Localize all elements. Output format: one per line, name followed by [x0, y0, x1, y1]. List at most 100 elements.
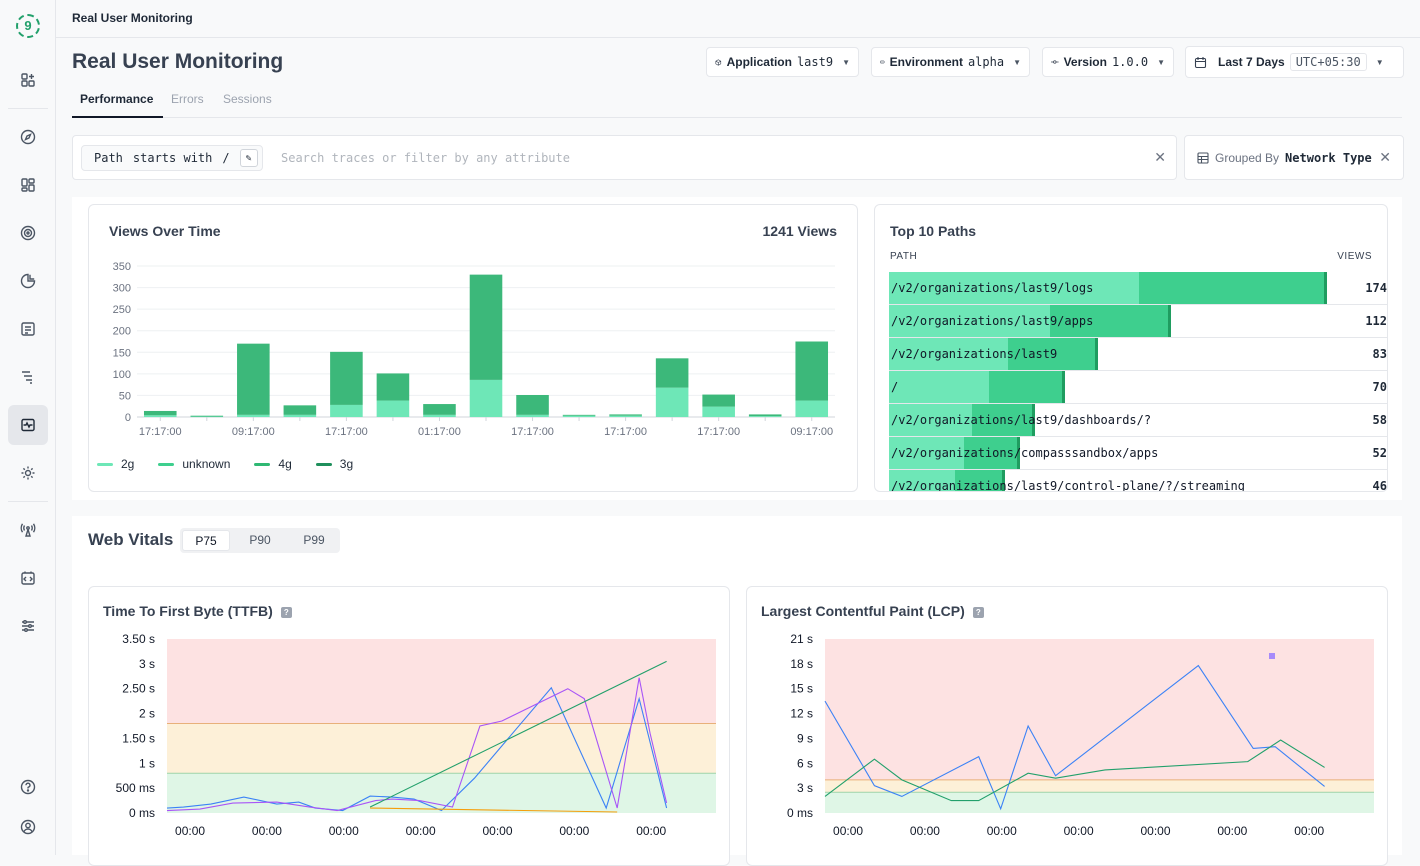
y-tick-label: 300: [113, 283, 131, 295]
legend-item-unknown[interactable]: unknown: [158, 457, 230, 471]
x-tick-label: 17:17:00: [697, 426, 740, 438]
sidebar-item-code[interactable]: [8, 558, 48, 598]
sidebar-item-rum[interactable]: [8, 405, 48, 445]
poor-zone: [167, 639, 716, 724]
legend-item-2g[interactable]: 2g: [97, 457, 134, 471]
pie-clock-icon: [20, 273, 36, 289]
good-zone: [167, 773, 716, 813]
y-tick-label: 0 ms: [129, 806, 155, 820]
version-selector[interactable]: Version 1.0.0 ▼: [1042, 47, 1174, 77]
traces-icon: [22, 371, 32, 384]
y-tick-label: 2 s: [139, 707, 155, 721]
environment-selector[interactable]: Environment alpha ▼: [871, 47, 1030, 77]
percentile-tabs: P75 P90 P99: [180, 528, 340, 553]
clear-filter-icon[interactable]: ✕: [1154, 149, 1166, 165]
x-tick-label: 09:17:00: [232, 426, 275, 438]
path-bar-segment: [963, 437, 1020, 469]
path-row[interactable]: /v2/organizations/last9/apps 112: [889, 305, 1387, 338]
tab-p75[interactable]: P75: [182, 530, 230, 551]
path-row[interactable]: /v2/organizations/last9/dashboards/? 58: [889, 404, 1387, 437]
bar-4g: [562, 414, 596, 416]
path-row[interactable]: /v2/organizations/compasssandbox/apps 52: [889, 437, 1387, 470]
tab-p90[interactable]: P90: [249, 533, 271, 547]
poor-zone: [825, 639, 1374, 780]
y-tick-label: 250: [113, 304, 131, 316]
x-tick-label: 00:00: [482, 824, 512, 838]
help-icon[interactable]: ?: [280, 606, 292, 618]
sidebar-item-logs[interactable]: [8, 309, 48, 349]
y-tick-label: 150: [113, 347, 131, 359]
x-tick-label: 01:17:00: [418, 426, 461, 438]
bar-unknown: [469, 379, 503, 417]
legend-item-4g[interactable]: 4g: [254, 457, 292, 471]
bar-unknown: [237, 414, 270, 417]
time-range-selector[interactable]: Last 7 Days UTC+05:30 ▼: [1185, 46, 1404, 78]
application-selector[interactable]: Application last9 ▼: [706, 47, 859, 77]
document-icon: [21, 322, 35, 336]
chevron-down-icon: ▼: [1157, 57, 1165, 67]
bar-4g: [376, 373, 410, 401]
x-tick-label: 00:00: [910, 824, 940, 838]
bar-unknown: [330, 404, 363, 417]
compass-icon: [20, 129, 36, 145]
y-tick-label: 9 s: [797, 731, 813, 745]
edit-icon[interactable]: ✎: [239, 149, 258, 167]
path-row[interactable]: /v2/organizations/last9/control-plane/?/…: [889, 470, 1387, 492]
filter-chip[interactable]: Path starts with / ✎: [81, 145, 263, 171]
filter-bar: Path starts with / ✎ Search traces or fi…: [72, 135, 1177, 180]
x-tick-label: 00:00: [1140, 824, 1170, 838]
web-vitals-title: Web Vitals: [88, 530, 174, 549]
chevron-down-icon: ▼: [1375, 57, 1384, 67]
path-bar-segment: [889, 338, 1009, 370]
code-box-icon: [21, 571, 35, 585]
series-line: [166, 686, 668, 812]
bar-4g: [609, 414, 642, 416]
sidebar-item-targets[interactable]: [8, 213, 48, 253]
sidebar-item-alerts[interactable]: [8, 261, 48, 301]
path-row[interactable]: /v2/organizations/last9 83: [889, 338, 1387, 371]
last9-logo[interactable]: 9: [16, 14, 40, 38]
path-row[interactable]: / 70: [889, 371, 1387, 404]
y-tick-label: 1 s: [139, 756, 155, 770]
bar-unknown: [423, 414, 456, 417]
sidebar-item-traces[interactable]: [8, 357, 48, 397]
sidebar-item-integrations[interactable]: [8, 453, 48, 493]
remove-grouping-icon[interactable]: ✕: [1379, 149, 1391, 165]
tab-performance[interactable]: Performance: [80, 92, 154, 106]
sidebar-item-streams[interactable]: [8, 510, 48, 550]
legend-item-3g[interactable]: 3g: [315, 457, 353, 471]
path-views: 46: [1372, 479, 1387, 492]
path-bar-end: [1094, 338, 1098, 370]
server-icon: [880, 60, 885, 64]
sidebar-item-home[interactable]: [8, 60, 48, 100]
needs-improvement-zone: [825, 779, 1374, 793]
bar-unknown: [143, 415, 177, 417]
lcp-line-chart: 0 ms 3 s 6 s 9 s 12 s 15 s 18 s 21 s 00:00 00:00 0…: [787, 632, 1374, 838]
path-bar-segment: [972, 404, 1035, 436]
path-bar-segment: [889, 404, 973, 436]
tab-errors[interactable]: Errors: [171, 92, 204, 106]
apps-icon: [21, 73, 35, 87]
sidebar-item-profile[interactable]: [8, 807, 48, 847]
group-icon: [1197, 151, 1209, 164]
y-tick-label: 100: [113, 369, 131, 381]
top-bar: Real User Monitoring: [56, 0, 1420, 38]
y-tick-label: 0 ms: [787, 806, 813, 820]
sidebar: 9: [0, 0, 56, 855]
sidebar-item-control-plane[interactable]: [8, 606, 48, 646]
grouped-by-control[interactable]: Grouped By Network Type ✕: [1184, 135, 1404, 180]
sidebar-item-explore[interactable]: [8, 117, 48, 157]
y-tick-label: 18 s: [790, 657, 813, 671]
tab-sessions[interactable]: Sessions: [223, 92, 272, 106]
sidebar-item-dashboards[interactable]: [8, 165, 48, 205]
path-row[interactable]: /v2/organizations/last9/logs 174: [889, 272, 1387, 305]
help-icon[interactable]: ?: [972, 606, 984, 618]
ttfb-card: Time To First Byte (TTFB)? 0 ms 500 ms 1 s…: [88, 586, 730, 866]
lcp-title: Largest Contentful Paint (LCP): [761, 603, 965, 619]
commit-icon: [1051, 60, 1059, 64]
tab-p99[interactable]: P99: [303, 533, 325, 547]
search-input[interactable]: Search traces or filter by any attribute: [281, 151, 570, 165]
path-bar-end: [1016, 437, 1020, 469]
sidebar-item-help[interactable]: [8, 767, 48, 807]
x-tick-label: 00:00: [559, 824, 589, 838]
